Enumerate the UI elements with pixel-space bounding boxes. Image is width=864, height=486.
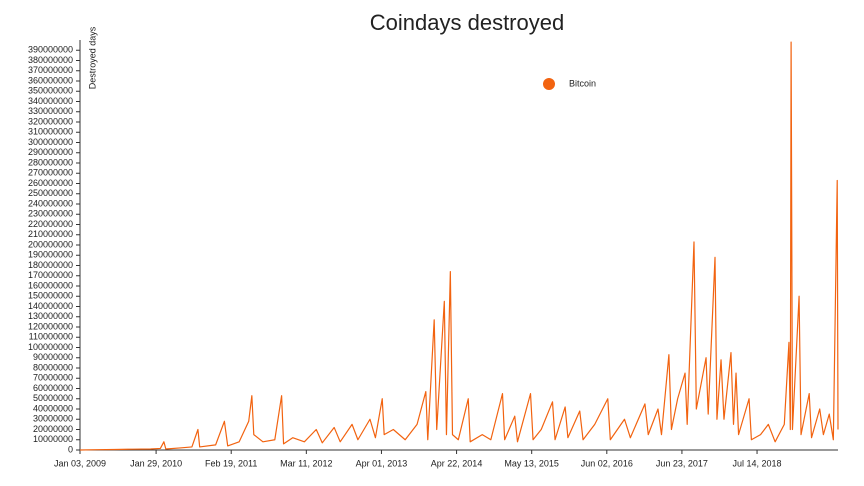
- y-tick-label: 60000000: [33, 383, 73, 393]
- y-tick-label: 0: [68, 444, 73, 454]
- y-tick-label: 70000000: [33, 373, 73, 383]
- x-tick-label: Jan 03, 2009: [54, 458, 106, 468]
- y-tick-label: 20000000: [33, 424, 73, 434]
- data-line: [79, 41, 839, 451]
- y-tick-label: 120000000: [28, 321, 73, 331]
- y-tick-label: 340000000: [28, 96, 73, 106]
- y-tick-label: 270000000: [28, 168, 73, 178]
- y-tick-label: 220000000: [28, 219, 73, 229]
- y-tick-label: 90000000: [33, 352, 73, 362]
- y-tick-label: 190000000: [28, 250, 73, 260]
- legend-marker: [543, 78, 555, 90]
- x-tick-label: Mar 11, 2012: [280, 458, 332, 468]
- y-tick-label: 230000000: [28, 209, 73, 219]
- y-tick-label: 330000000: [28, 106, 73, 116]
- y-tick-label: 390000000: [28, 45, 73, 55]
- x-tick-label: Apr 22, 2014: [431, 458, 483, 468]
- y-tick-label: 250000000: [28, 188, 73, 198]
- x-tick-label: Jan 29, 2010: [130, 458, 182, 468]
- y-tick-label: 380000000: [28, 55, 73, 65]
- y-tick-label: 150000000: [28, 291, 73, 301]
- y-tick-label: 170000000: [28, 270, 73, 280]
- y-tick-label: 290000000: [28, 147, 73, 157]
- y-tick-label: 310000000: [28, 127, 73, 137]
- x-tick-label: Feb 19, 2011: [205, 458, 257, 468]
- y-tick-label: 370000000: [28, 65, 73, 75]
- y-tick-label: 180000000: [28, 260, 73, 270]
- legend-label: Bitcoin: [569, 78, 596, 88]
- y-tick-label: 240000000: [28, 198, 73, 208]
- chart-title: Coindays destroyed: [370, 10, 564, 35]
- y-tick-label: 140000000: [28, 301, 73, 311]
- y-tick-label: 200000000: [28, 239, 73, 249]
- y-tick-label: 360000000: [28, 75, 73, 85]
- y-tick-label: 320000000: [28, 116, 73, 126]
- y-tick-label: 280000000: [28, 157, 73, 167]
- y-tick-label: 160000000: [28, 280, 73, 290]
- y-tick-label: 30000000: [33, 414, 73, 424]
- y-tick-label: 130000000: [28, 311, 73, 321]
- y-tick-label: 50000000: [33, 393, 73, 403]
- x-tick-label: Jun 02, 2016: [581, 458, 633, 468]
- y-tick-label: 100000000: [28, 342, 73, 352]
- y-tick-label: 80000000: [33, 362, 73, 372]
- y-tick-label: 40000000: [33, 403, 73, 413]
- y-axis-label: Destroyed days: [87, 26, 97, 89]
- x-tick-label: May 13, 2015: [504, 458, 559, 468]
- x-tick-label: Jul 14, 2018: [733, 458, 782, 468]
- y-tick-label: 10000000: [33, 434, 73, 444]
- y-tick-label: 300000000: [28, 137, 73, 147]
- x-tick-label: Jun 23, 2017: [656, 458, 708, 468]
- x-tick-label: Apr 01, 2013: [356, 458, 408, 468]
- y-tick-label: 260000000: [28, 178, 73, 188]
- y-tick-label: 110000000: [29, 332, 73, 342]
- y-tick-label: 350000000: [28, 86, 73, 96]
- y-tick-label: 210000000: [28, 229, 73, 239]
